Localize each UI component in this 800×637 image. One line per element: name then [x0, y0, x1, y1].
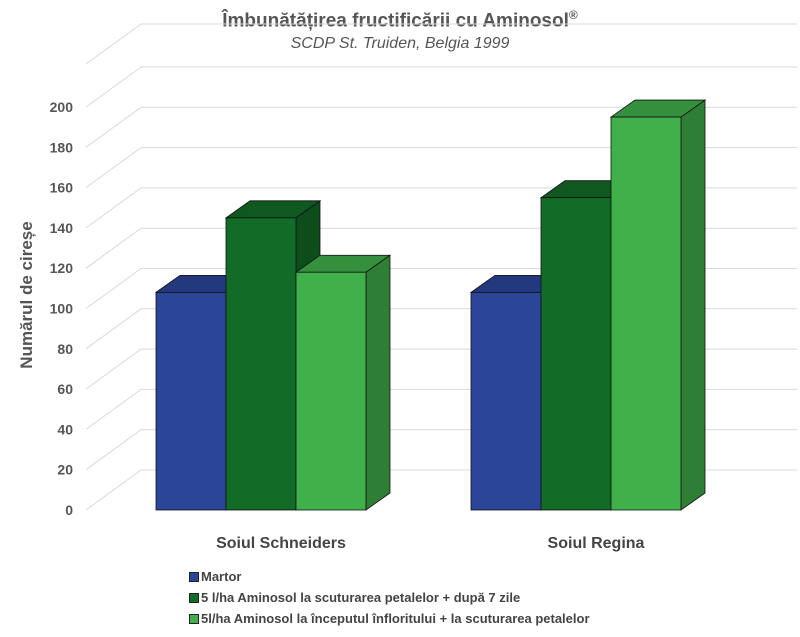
legend-label: 5 l/ha Aminosol la scuturarea petalelor … [201, 590, 521, 605]
y-tick-label: 200 [50, 99, 74, 115]
registered-mark: ® [568, 8, 578, 22]
chart-title: Îmbunătățirea fructificării cu Aminosol® [222, 8, 578, 32]
legend-item: 5l/ha Aminosol la începutul înfloritului… [189, 608, 590, 629]
y-tick-label: 0 [65, 502, 73, 518]
bar-front [295, 271, 367, 511]
legend-label: 5l/ha Aminosol la începutul înfloritului… [201, 611, 590, 626]
chart-subtitle: SCDP St. Truiden, Belgia 1999 [290, 35, 510, 53]
gridline [85, 23, 797, 65]
bar-front [540, 197, 612, 511]
gridline [85, 147, 797, 189]
legend-swatch [189, 592, 199, 603]
bar-front [610, 116, 682, 511]
legend-swatch [189, 613, 199, 624]
legend-item: Martor [189, 566, 590, 587]
gridline [85, 66, 797, 108]
y-tick-label: 100 [50, 301, 74, 317]
bar-front [225, 217, 297, 511]
gridline [85, 106, 797, 148]
y-axis: 0 20 40 60 80 100 120 140 160 180 200 [50, 99, 74, 518]
bar [294, 254, 392, 511]
x-category-label: Soiul Regina [548, 535, 645, 552]
legend-swatch [189, 571, 199, 582]
legend: Martor 5 l/ha Aminosol la scuturarea peta… [189, 566, 590, 629]
y-axis-label: Numărul de cireșe [17, 221, 36, 368]
bar-side [365, 254, 391, 511]
x-axis: Soiul Schneiders Soiul Regina [216, 535, 644, 552]
chart-title-block: Îmbunătățirea fructificării cu Aminosol®… [0, 8, 800, 53]
bar-front [155, 291, 227, 511]
y-tick-label: 60 [57, 381, 73, 397]
y-tick-label: 20 [57, 462, 73, 478]
legend-item: 5 l/ha Aminosol la scuturarea petalelor … [189, 587, 590, 608]
y-tick-label: 160 [50, 180, 74, 196]
x-category-label: Soiul Schneiders [216, 535, 346, 552]
bar-side [680, 99, 706, 511]
y-tick-label: 140 [50, 220, 74, 236]
bar [609, 99, 707, 511]
y-tick-label: 80 [57, 341, 73, 357]
y-tick-label: 40 [57, 421, 73, 437]
y-tick-label: 120 [50, 260, 74, 276]
legend-label: Martor [201, 569, 242, 584]
bars [154, 99, 707, 511]
bar-front [470, 291, 542, 511]
y-tick-label: 180 [50, 139, 74, 155]
